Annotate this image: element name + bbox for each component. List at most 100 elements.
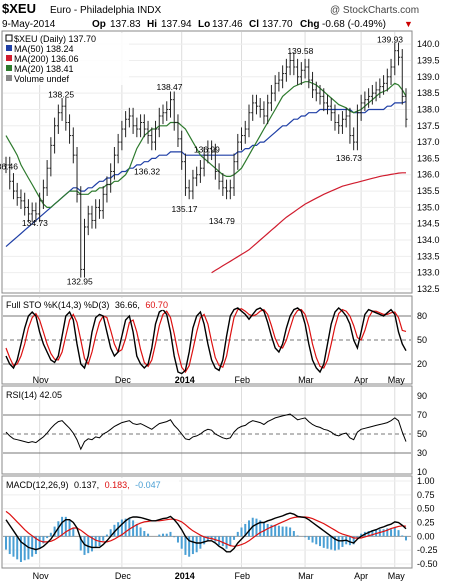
price-bar: [243, 120, 247, 144]
price-bar: [337, 114, 341, 134]
macd-line: [5, 512, 407, 553]
price-bar: [281, 65, 285, 89]
price-bar: [49, 137, 53, 177]
sto-series: [5, 307, 407, 375]
sto-panel: 80 50 20 Full STO %K(14,3) %D(3) 36.66, 60…: [1, 295, 427, 385]
price-bar: [94, 199, 98, 229]
symbol-name: Euro - Philadelphia INDX: [50, 5, 161, 16]
macd-label-hist: -0.047: [135, 480, 161, 490]
price-bar: [277, 71, 281, 92]
price-bar: [210, 140, 214, 161]
price-legend: $XEU (Daily) 137.70 MA(50) 138.24 MA(200…: [4, 33, 129, 85]
quote-cl: 137.70: [262, 19, 293, 30]
price-bar: [172, 91, 176, 131]
x-label-bottom: Mar: [298, 571, 314, 581]
legend-ma200: MA(200) 136.06: [14, 54, 79, 64]
price-bar: [195, 166, 199, 187]
price-bar: [236, 133, 240, 170]
price-annotation: 136.46: [0, 162, 18, 172]
price-bar: [90, 205, 94, 229]
price-annotation: 132.95: [67, 276, 93, 286]
rsi-tick-label: 70: [417, 410, 427, 420]
price-bar: [120, 120, 124, 151]
price-tick-label: 134.0: [417, 235, 440, 245]
macd-grid: [3, 477, 411, 567]
price-bar: [142, 114, 146, 138]
price-panel: 140.0 139.5 139.0 138.5 138.0 137.5 137.0 136.5…: [0, 30, 440, 294]
price-bar: [299, 62, 303, 85]
price-bar: [8, 156, 12, 190]
rsi-grid: [3, 387, 411, 473]
price-bar: [183, 153, 187, 196]
price-axis: 140.0 139.5 139.0 138.5 138.0 137.5 137.0 136.5…: [417, 39, 440, 294]
sto-axis: 80 50 20: [417, 311, 427, 369]
legend-swatch-volume: [6, 75, 12, 81]
price-bar: [187, 179, 191, 200]
price-annotation: 134.79: [209, 216, 235, 226]
price-annotation: 135.17: [171, 204, 197, 214]
price-bar: [314, 81, 318, 102]
price-bar: [359, 94, 363, 121]
x-label-mid: 2014: [175, 375, 195, 385]
quote-date: 9-May-2014: [2, 19, 56, 30]
macd-label-signal: 0.183,: [105, 480, 130, 490]
price-bar: [217, 163, 221, 190]
price-bar: [389, 58, 393, 85]
price-bar: [124, 111, 128, 138]
price-bar: [15, 182, 19, 206]
macd-tick-label: 0.50: [417, 504, 435, 514]
price-bar: [292, 52, 296, 76]
price-bar: [202, 146, 206, 177]
price-bar: [206, 140, 210, 164]
quote-op-label: Op: [92, 19, 106, 30]
price-series: [4, 42, 408, 278]
rsi-axis: 90 70 50 30 10: [417, 391, 427, 477]
macd-axis: 1.00 0.75 0.50 0.25 0.00 -0.25 -0.50: [417, 476, 438, 569]
x-label-bottom: 2014: [175, 571, 195, 581]
price-bar: [19, 189, 23, 210]
price-bar: [262, 101, 266, 125]
price-bar: [112, 146, 116, 180]
price-bar: [397, 42, 401, 66]
price-bar: [307, 58, 311, 89]
legend-swatch-ma50: [6, 45, 12, 51]
x-label-mid: May: [388, 375, 406, 385]
price-bar: [127, 107, 131, 128]
price-bar: [311, 71, 315, 99]
x-axis-middle: Nov Dec 2014 Feb Mar Apr May: [33, 375, 406, 385]
quote-cl-label: Cl: [249, 19, 259, 30]
macd-series: [5, 510, 407, 563]
price-tick-label: 135.0: [417, 202, 440, 212]
price-tick-label: 133.0: [417, 268, 440, 278]
quote-hi-label: Hi: [147, 19, 157, 30]
price-bar: [348, 107, 352, 144]
rsi-series: [5, 413, 407, 451]
price-bar: [284, 58, 288, 82]
price-bar: [161, 104, 165, 125]
price-bar: [355, 104, 359, 151]
price-bar: [97, 199, 101, 219]
price-bar: [165, 101, 169, 121]
sto-tick-label: 20: [417, 359, 427, 369]
price-bar: [251, 94, 255, 121]
macd-tick-label: 1.00: [417, 476, 435, 486]
ma20-line: [5, 81, 407, 208]
rsi-panel: 90 70 50 30 10 RSI(14) 42.05: [1, 385, 427, 477]
price-bar: [247, 104, 251, 138]
price-bar: [64, 98, 68, 131]
price-bar: [180, 130, 184, 170]
legend-ma20: MA(20) 138.41: [14, 64, 74, 74]
x-axis-bottom: Nov Dec 2014 Feb Mar Apr May: [33, 571, 406, 581]
price-bar: [157, 107, 161, 138]
price-bar: [296, 58, 300, 85]
price-bar: [30, 202, 34, 223]
price-bar: [325, 94, 329, 115]
price-bar: [71, 127, 75, 164]
legend-swatch-price: [5, 34, 13, 42]
sto-label-k: 36.66,: [115, 300, 140, 310]
price-tick-label: 136.0: [417, 170, 440, 180]
sto-tick-label: 50: [417, 335, 427, 345]
sto-k-line: [5, 307, 407, 375]
price-bar: [79, 186, 83, 278]
